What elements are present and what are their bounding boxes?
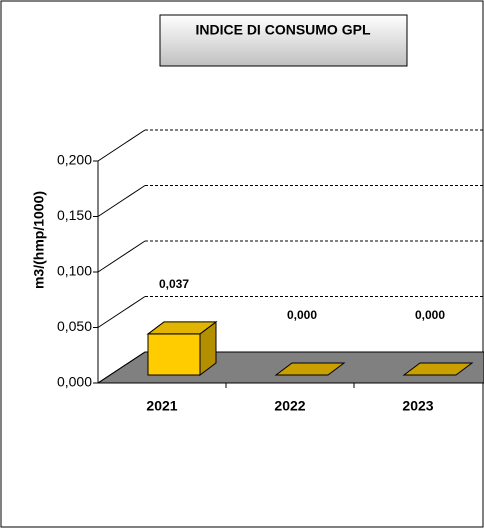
y-axis-label: m3/(hmp/1000) [31, 191, 47, 289]
y-tick-label: 0,000 [57, 374, 92, 390]
data-label: 0,000 [287, 308, 317, 322]
x-tick-label: 2021 [146, 398, 177, 414]
title-box [159, 14, 408, 67]
bar [274, 362, 346, 376]
x-tick-label: 2023 [402, 398, 433, 414]
x-tick-label: 2022 [274, 398, 305, 414]
grid-side [97, 240, 146, 273]
grid-side [97, 296, 146, 328]
data-label: 0,000 [415, 308, 445, 322]
wall-edge [97, 351, 146, 384]
bar [146, 320, 218, 376]
y-tick-label: 0,200 [57, 152, 92, 168]
grid-side [97, 185, 146, 217]
y-tick-label: 0,100 [57, 263, 92, 279]
data-label: 0,037 [159, 277, 189, 291]
bar [402, 362, 474, 376]
grid-side [97, 129, 146, 162]
y-tick-label: 0,150 [57, 207, 92, 223]
y-tick-label: 0,050 [57, 318, 92, 334]
chart-title: INDICE DI CONSUMO GPL [195, 22, 370, 38]
